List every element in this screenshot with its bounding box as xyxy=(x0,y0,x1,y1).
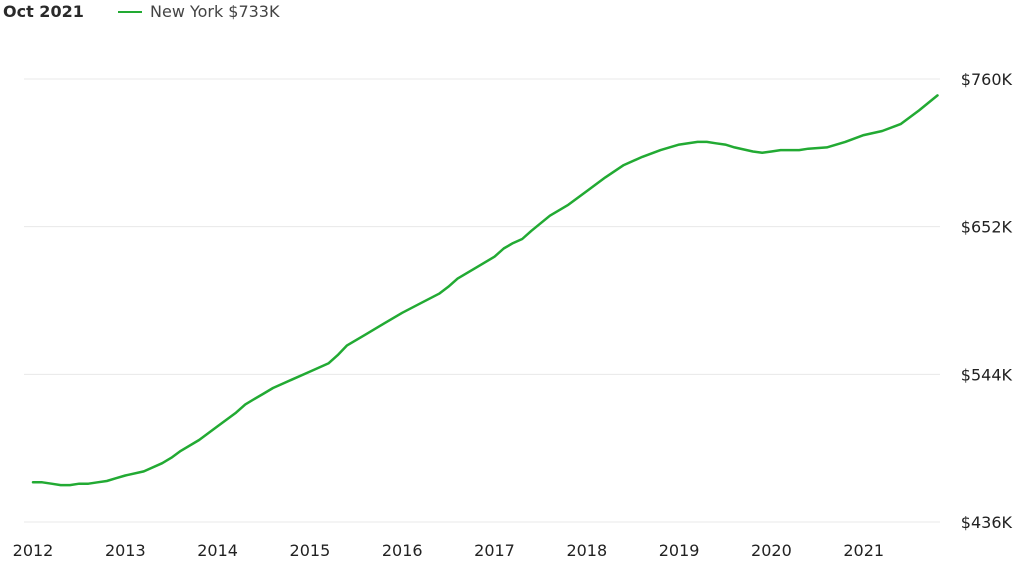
legend-series-name: New York xyxy=(150,2,224,21)
gridlines xyxy=(24,78,940,523)
x-axis-ticks: 2012 2013 2014 2015 2016 2017 2018 2019 2020 2021 xyxy=(13,541,884,560)
x-tick-label: 2017 xyxy=(474,541,515,560)
series-group xyxy=(31,94,939,487)
legend: New York $733K xyxy=(118,2,279,21)
x-tick-label: 2018 xyxy=(566,541,607,560)
legend-swatch xyxy=(118,10,142,13)
legend-series-value: $733K xyxy=(228,2,280,21)
y-tick-label: $544K xyxy=(961,365,1013,384)
x-tick-label: 2020 xyxy=(751,541,792,560)
x-tick-label: 2021 xyxy=(843,541,884,560)
x-tick-label: 2015 xyxy=(290,541,331,560)
x-tick-label: 2012 xyxy=(13,541,54,560)
date-label: Oct 2021 xyxy=(3,2,84,21)
x-tick-label: 2014 xyxy=(197,541,238,560)
y-tick-label: $760K xyxy=(961,70,1013,89)
y-tick-label: $652K xyxy=(961,218,1013,237)
x-tick-label: 2016 xyxy=(382,541,423,560)
x-tick-label: 2019 xyxy=(659,541,700,560)
y-axis-ticks: $760K $652K $544K $436K xyxy=(961,70,1013,532)
y-tick-label: $436K xyxy=(961,513,1013,532)
x-tick-label: 2013 xyxy=(105,541,146,560)
series-line xyxy=(31,94,939,487)
